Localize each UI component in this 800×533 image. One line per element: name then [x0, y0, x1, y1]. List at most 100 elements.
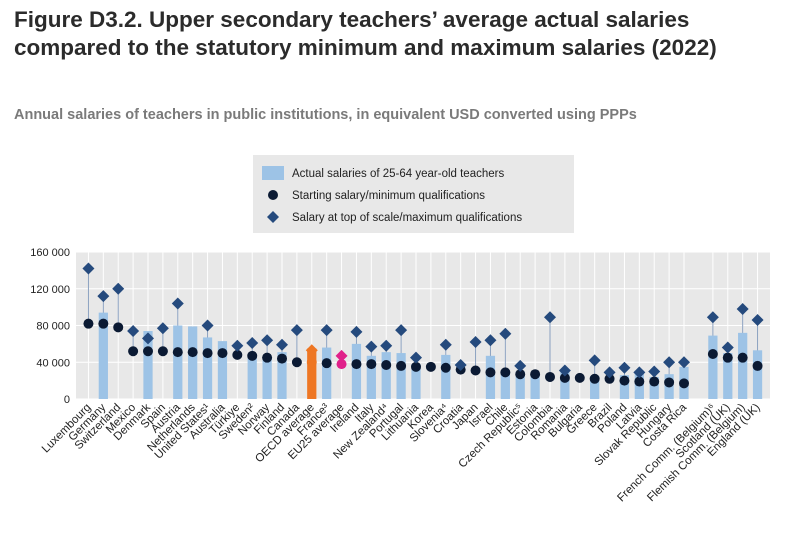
starting-salary-marker [649, 376, 660, 387]
salary-bar [649, 376, 659, 399]
salary-bar [515, 371, 525, 399]
top-salary-marker [721, 341, 734, 354]
top-salary-marker [633, 366, 646, 379]
salary-bar [143, 331, 153, 399]
starting-salary-marker [187, 347, 198, 358]
top-salary-marker [335, 349, 348, 362]
top-salary-marker [276, 338, 288, 351]
data-marks [82, 262, 764, 399]
salary-bar [277, 352, 287, 399]
top-salary-marker [112, 282, 125, 295]
legend-box [253, 155, 574, 233]
top-salary-marker [706, 311, 719, 324]
starting-salary-marker [83, 318, 94, 329]
top-salary-marker [678, 356, 690, 369]
y-axis: 0 40 000 80 000 120 000 160 000 [30, 247, 70, 406]
starting-salary-marker [113, 322, 124, 333]
top-salary-marker [663, 356, 676, 369]
salary-bar [247, 355, 257, 399]
top-salary-marker [261, 334, 274, 347]
chart-subtitle: Annual salaries of teachers in public in… [14, 107, 637, 123]
top-salary-marker [290, 324, 303, 337]
salary-bar [752, 350, 763, 399]
salary-bar [202, 337, 213, 399]
starting-salary-marker [500, 367, 511, 378]
y-tick-label: 0 [64, 394, 70, 406]
starting-salary-marker [157, 346, 168, 357]
salary-bar [366, 355, 376, 399]
top-salary-marker [648, 365, 661, 378]
top-salary-marker [305, 344, 318, 357]
top-salary-marker [156, 322, 169, 335]
chart-title: Figure D3.2. Upper secondary teachers’ a… [14, 7, 717, 60]
salary-bar [500, 373, 510, 399]
salary-bar [262, 355, 272, 399]
starting-salary-marker [143, 346, 153, 357]
starting-salary-marker [707, 348, 718, 359]
legend-label: Starting salary/minimum qualifications [292, 190, 485, 202]
salary-bar [619, 375, 630, 399]
top-salary-marker [171, 297, 184, 310]
top-salary-marker [603, 366, 616, 379]
starting-salary-marker [396, 360, 407, 371]
salary-bar [396, 353, 406, 399]
top-salary-marker [350, 325, 363, 338]
starting-salary-marker [470, 365, 481, 376]
y-tick-label: 160 000 [30, 247, 70, 259]
salary-bar [173, 325, 183, 399]
salary-bar [307, 348, 317, 399]
y-tick-label: 40 000 [36, 357, 70, 369]
top-salary-marker [618, 361, 631, 374]
legend-label: Salary at top of scale/maximum qualifica… [292, 212, 522, 224]
starting-salary-marker [411, 361, 421, 372]
top-salary-marker [82, 262, 95, 275]
starting-salary-marker [351, 359, 362, 370]
starting-salary-marker [545, 371, 555, 382]
starting-salary-marker [530, 369, 541, 380]
starting-salary-marker [589, 373, 600, 384]
starting-salary-marker [722, 352, 733, 363]
starting-salary-marker [559, 372, 570, 383]
top-salary-marker [751, 313, 764, 326]
top-salary-marker [395, 324, 408, 337]
salary-bar [738, 332, 748, 399]
top-salary-marker [736, 302, 749, 315]
top-salary-marker [127, 325, 140, 338]
starting-salary-marker [336, 359, 347, 370]
starting-salary-marker [247, 350, 258, 361]
legend: Actual salaries of 25-64 year-old teache… [253, 155, 574, 233]
starting-salary-marker [425, 361, 436, 372]
starting-salary-marker [574, 372, 585, 383]
legend-circle-marker [268, 190, 278, 200]
starting-salary-marker [381, 360, 392, 371]
starting-salary-marker [634, 376, 645, 387]
starting-salary-marker [291, 357, 302, 368]
starting-salary-marker [321, 358, 332, 369]
starting-salary-marker [202, 348, 213, 359]
top-salary-marker [142, 332, 154, 345]
salary-bar [188, 326, 198, 399]
starting-salary-marker [366, 359, 377, 370]
top-salary-marker [320, 324, 333, 337]
starting-salary-marker [232, 349, 243, 360]
salary-bar [98, 312, 108, 399]
top-salary-marker [201, 319, 214, 332]
starting-salary-marker [98, 318, 109, 329]
salary-bar [560, 369, 570, 399]
top-salary-marker [439, 338, 452, 351]
starting-salary-marker [604, 373, 615, 384]
salary-bar [381, 352, 391, 399]
top-salary-marker [97, 290, 110, 303]
top-salary-marker [544, 311, 556, 324]
starting-salary-marker [172, 347, 183, 358]
starting-salary-marker [515, 369, 526, 380]
starting-salary-marker [679, 378, 689, 389]
starting-salary-marker [440, 362, 451, 373]
legend-diamond-marker [267, 211, 279, 223]
starting-salary-marker [752, 360, 763, 371]
top-salary-marker [365, 340, 378, 353]
salary-bar [723, 353, 733, 399]
salary-bar [708, 335, 718, 399]
salary-bar [441, 354, 451, 399]
x-axis: LuxembourgGermanySwitzerlandMexicoDenmar… [40, 401, 763, 504]
